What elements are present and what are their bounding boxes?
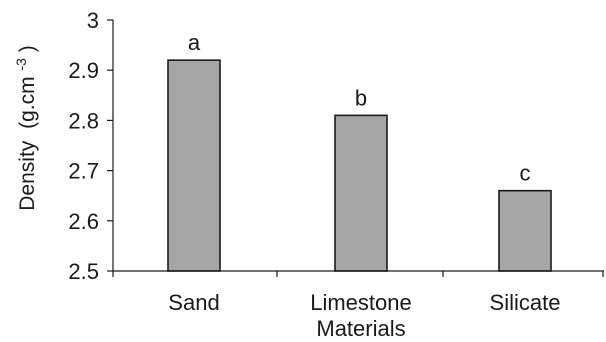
y-tick-label-4: 2.9 xyxy=(68,58,99,83)
y-axis-title: Density (g.cm -3 ) xyxy=(8,45,39,211)
data-label-1: b xyxy=(355,85,367,110)
category-label-0-line-0: Sand xyxy=(168,290,219,315)
category-label-1-line-1: Materials xyxy=(316,316,405,341)
bar-0 xyxy=(167,59,221,272)
y-axis-title-main: Density xyxy=(16,140,39,211)
data-label-2: c xyxy=(520,161,531,186)
y-tick-label-5: 3 xyxy=(87,8,99,33)
y-tick-label-0: 2.5 xyxy=(68,259,99,284)
y-axis-title-unit-prefix: (g.cm xyxy=(16,76,39,129)
bar-2 xyxy=(498,189,552,272)
category-label-1-line-0: Limestone xyxy=(310,290,412,315)
y-tick-label-1: 2.6 xyxy=(68,209,99,234)
y-tick-label-2: 2.7 xyxy=(68,159,99,184)
y-axis-title-unit-suffix: ) xyxy=(16,45,39,52)
category-label-2: Silicate xyxy=(490,290,561,315)
y-axis-title-unit-exponent: -3 xyxy=(13,58,29,71)
data-label-0: a xyxy=(188,30,201,55)
plot-area: a Sand b Limestone Materials c Silicate 2.5 2.6 2… xyxy=(68,8,604,341)
category-label-2-line-0: Silicate xyxy=(490,290,561,315)
bar-1 xyxy=(334,114,388,272)
category-label-0: Sand xyxy=(168,290,219,315)
y-tick-label-3: 2.8 xyxy=(68,108,99,133)
category-label-1: Limestone Materials xyxy=(310,290,412,341)
